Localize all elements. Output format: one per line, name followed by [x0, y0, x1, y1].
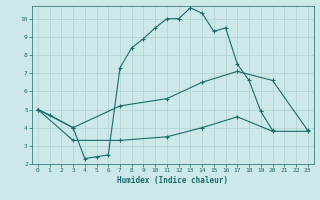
X-axis label: Humidex (Indice chaleur): Humidex (Indice chaleur)	[117, 176, 228, 185]
